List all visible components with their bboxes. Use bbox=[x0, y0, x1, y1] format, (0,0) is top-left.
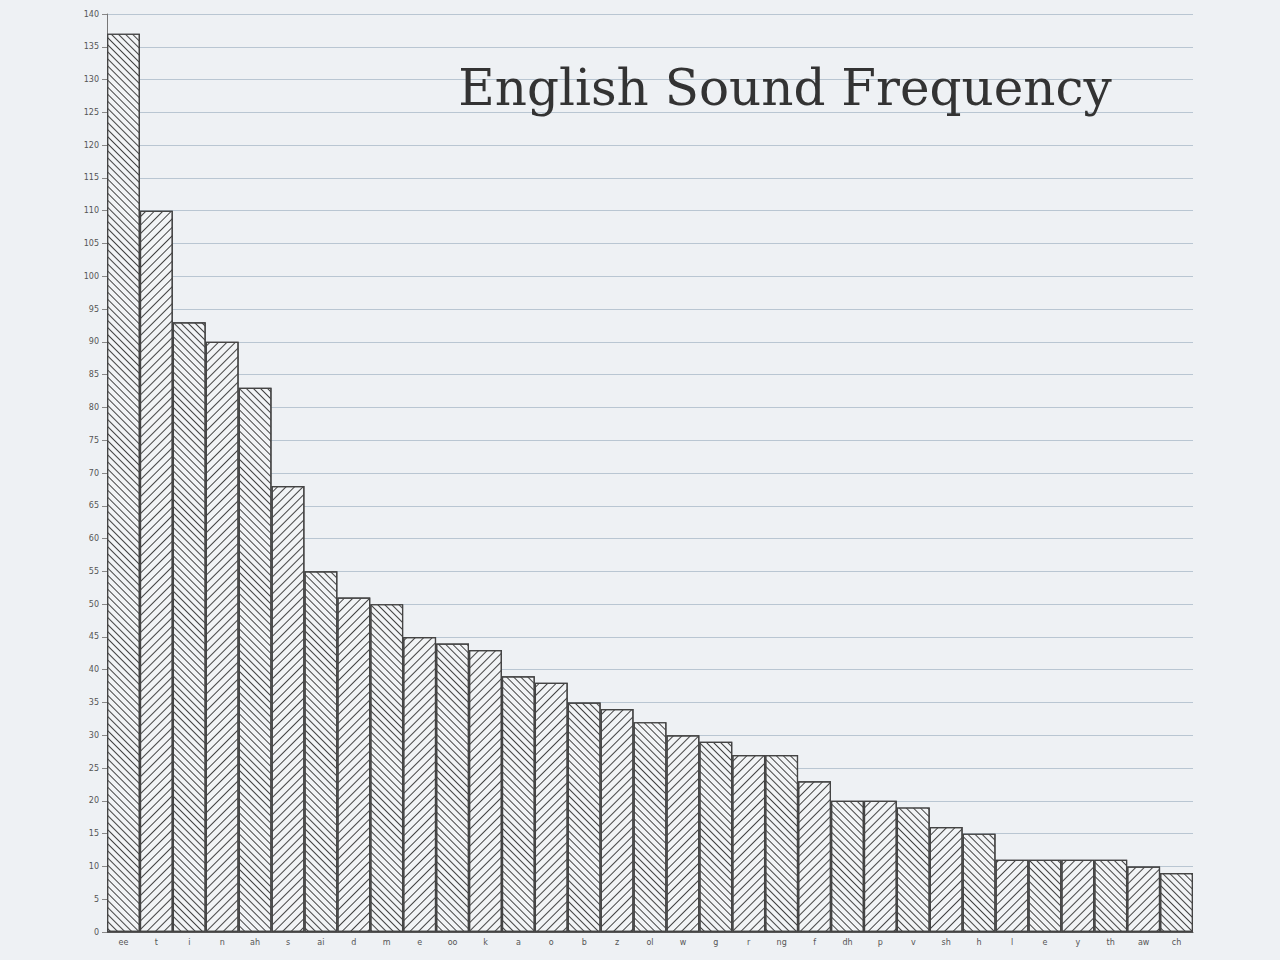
svg-text:85: 85 bbox=[89, 370, 99, 379]
svg-text:45: 45 bbox=[89, 632, 99, 641]
svg-text:k: k bbox=[483, 938, 488, 947]
svg-text:m: m bbox=[383, 938, 391, 947]
svg-text:20: 20 bbox=[89, 796, 99, 805]
svg-text:55: 55 bbox=[89, 567, 99, 576]
svg-text:v: v bbox=[911, 938, 916, 947]
svg-text:ch: ch bbox=[1172, 938, 1181, 947]
svg-text:25: 25 bbox=[89, 764, 99, 773]
svg-text:125: 125 bbox=[84, 108, 99, 117]
svg-text:d: d bbox=[351, 938, 356, 947]
svg-text:f: f bbox=[813, 938, 816, 947]
svg-text:30: 30 bbox=[89, 731, 99, 740]
svg-text:y: y bbox=[1075, 938, 1080, 947]
svg-text:65: 65 bbox=[89, 501, 99, 510]
svg-text:r: r bbox=[747, 938, 751, 947]
svg-text:120: 120 bbox=[84, 141, 99, 150]
svg-text:100: 100 bbox=[84, 272, 99, 281]
svg-text:130: 130 bbox=[84, 75, 99, 84]
svg-text:135: 135 bbox=[84, 42, 99, 51]
svg-text:50: 50 bbox=[89, 600, 99, 609]
svg-text:110: 110 bbox=[84, 206, 99, 215]
svg-text:75: 75 bbox=[89, 436, 99, 445]
svg-text:ai: ai bbox=[317, 938, 324, 947]
svg-text:h: h bbox=[977, 938, 982, 947]
svg-text:140: 140 bbox=[84, 10, 99, 19]
svg-text:b: b bbox=[582, 938, 587, 947]
svg-text:95: 95 bbox=[89, 305, 99, 314]
svg-text:80: 80 bbox=[89, 403, 99, 412]
svg-text:aw: aw bbox=[1138, 938, 1150, 947]
svg-text:40: 40 bbox=[89, 665, 99, 674]
svg-text:a: a bbox=[516, 938, 521, 947]
svg-text:70: 70 bbox=[89, 469, 99, 478]
svg-text:g: g bbox=[713, 938, 718, 947]
svg-text:ee: ee bbox=[119, 938, 129, 947]
svg-text:35: 35 bbox=[89, 698, 99, 707]
svg-text:ah: ah bbox=[250, 938, 260, 947]
svg-text:s: s bbox=[286, 938, 290, 947]
svg-text:e: e bbox=[1042, 938, 1047, 947]
svg-text:dh: dh bbox=[842, 938, 852, 947]
svg-text:90: 90 bbox=[89, 337, 99, 346]
svg-text:oo: oo bbox=[448, 938, 458, 947]
svg-text:z: z bbox=[615, 938, 619, 947]
svg-text:o: o bbox=[549, 938, 554, 947]
svg-text:15: 15 bbox=[89, 829, 99, 838]
svg-text:0: 0 bbox=[94, 928, 99, 937]
svg-text:e: e bbox=[417, 938, 422, 947]
svg-text:p: p bbox=[878, 938, 883, 947]
svg-text:l: l bbox=[1011, 938, 1013, 947]
svg-text:115: 115 bbox=[84, 173, 99, 182]
svg-text:n: n bbox=[220, 938, 225, 947]
svg-text:60: 60 bbox=[89, 534, 99, 543]
svg-text:5: 5 bbox=[94, 895, 99, 904]
svg-text:i: i bbox=[188, 938, 190, 947]
svg-text:10: 10 bbox=[89, 862, 99, 871]
svg-text:t: t bbox=[155, 938, 158, 947]
svg-text:English Sound Frequency: English Sound Frequency bbox=[458, 59, 1112, 117]
svg-text:ol: ol bbox=[646, 938, 653, 947]
svg-text:th: th bbox=[1107, 938, 1115, 947]
svg-text:105: 105 bbox=[84, 239, 99, 248]
svg-text:sh: sh bbox=[942, 938, 951, 947]
svg-text:ng: ng bbox=[777, 938, 787, 947]
svg-text:w: w bbox=[680, 938, 687, 947]
